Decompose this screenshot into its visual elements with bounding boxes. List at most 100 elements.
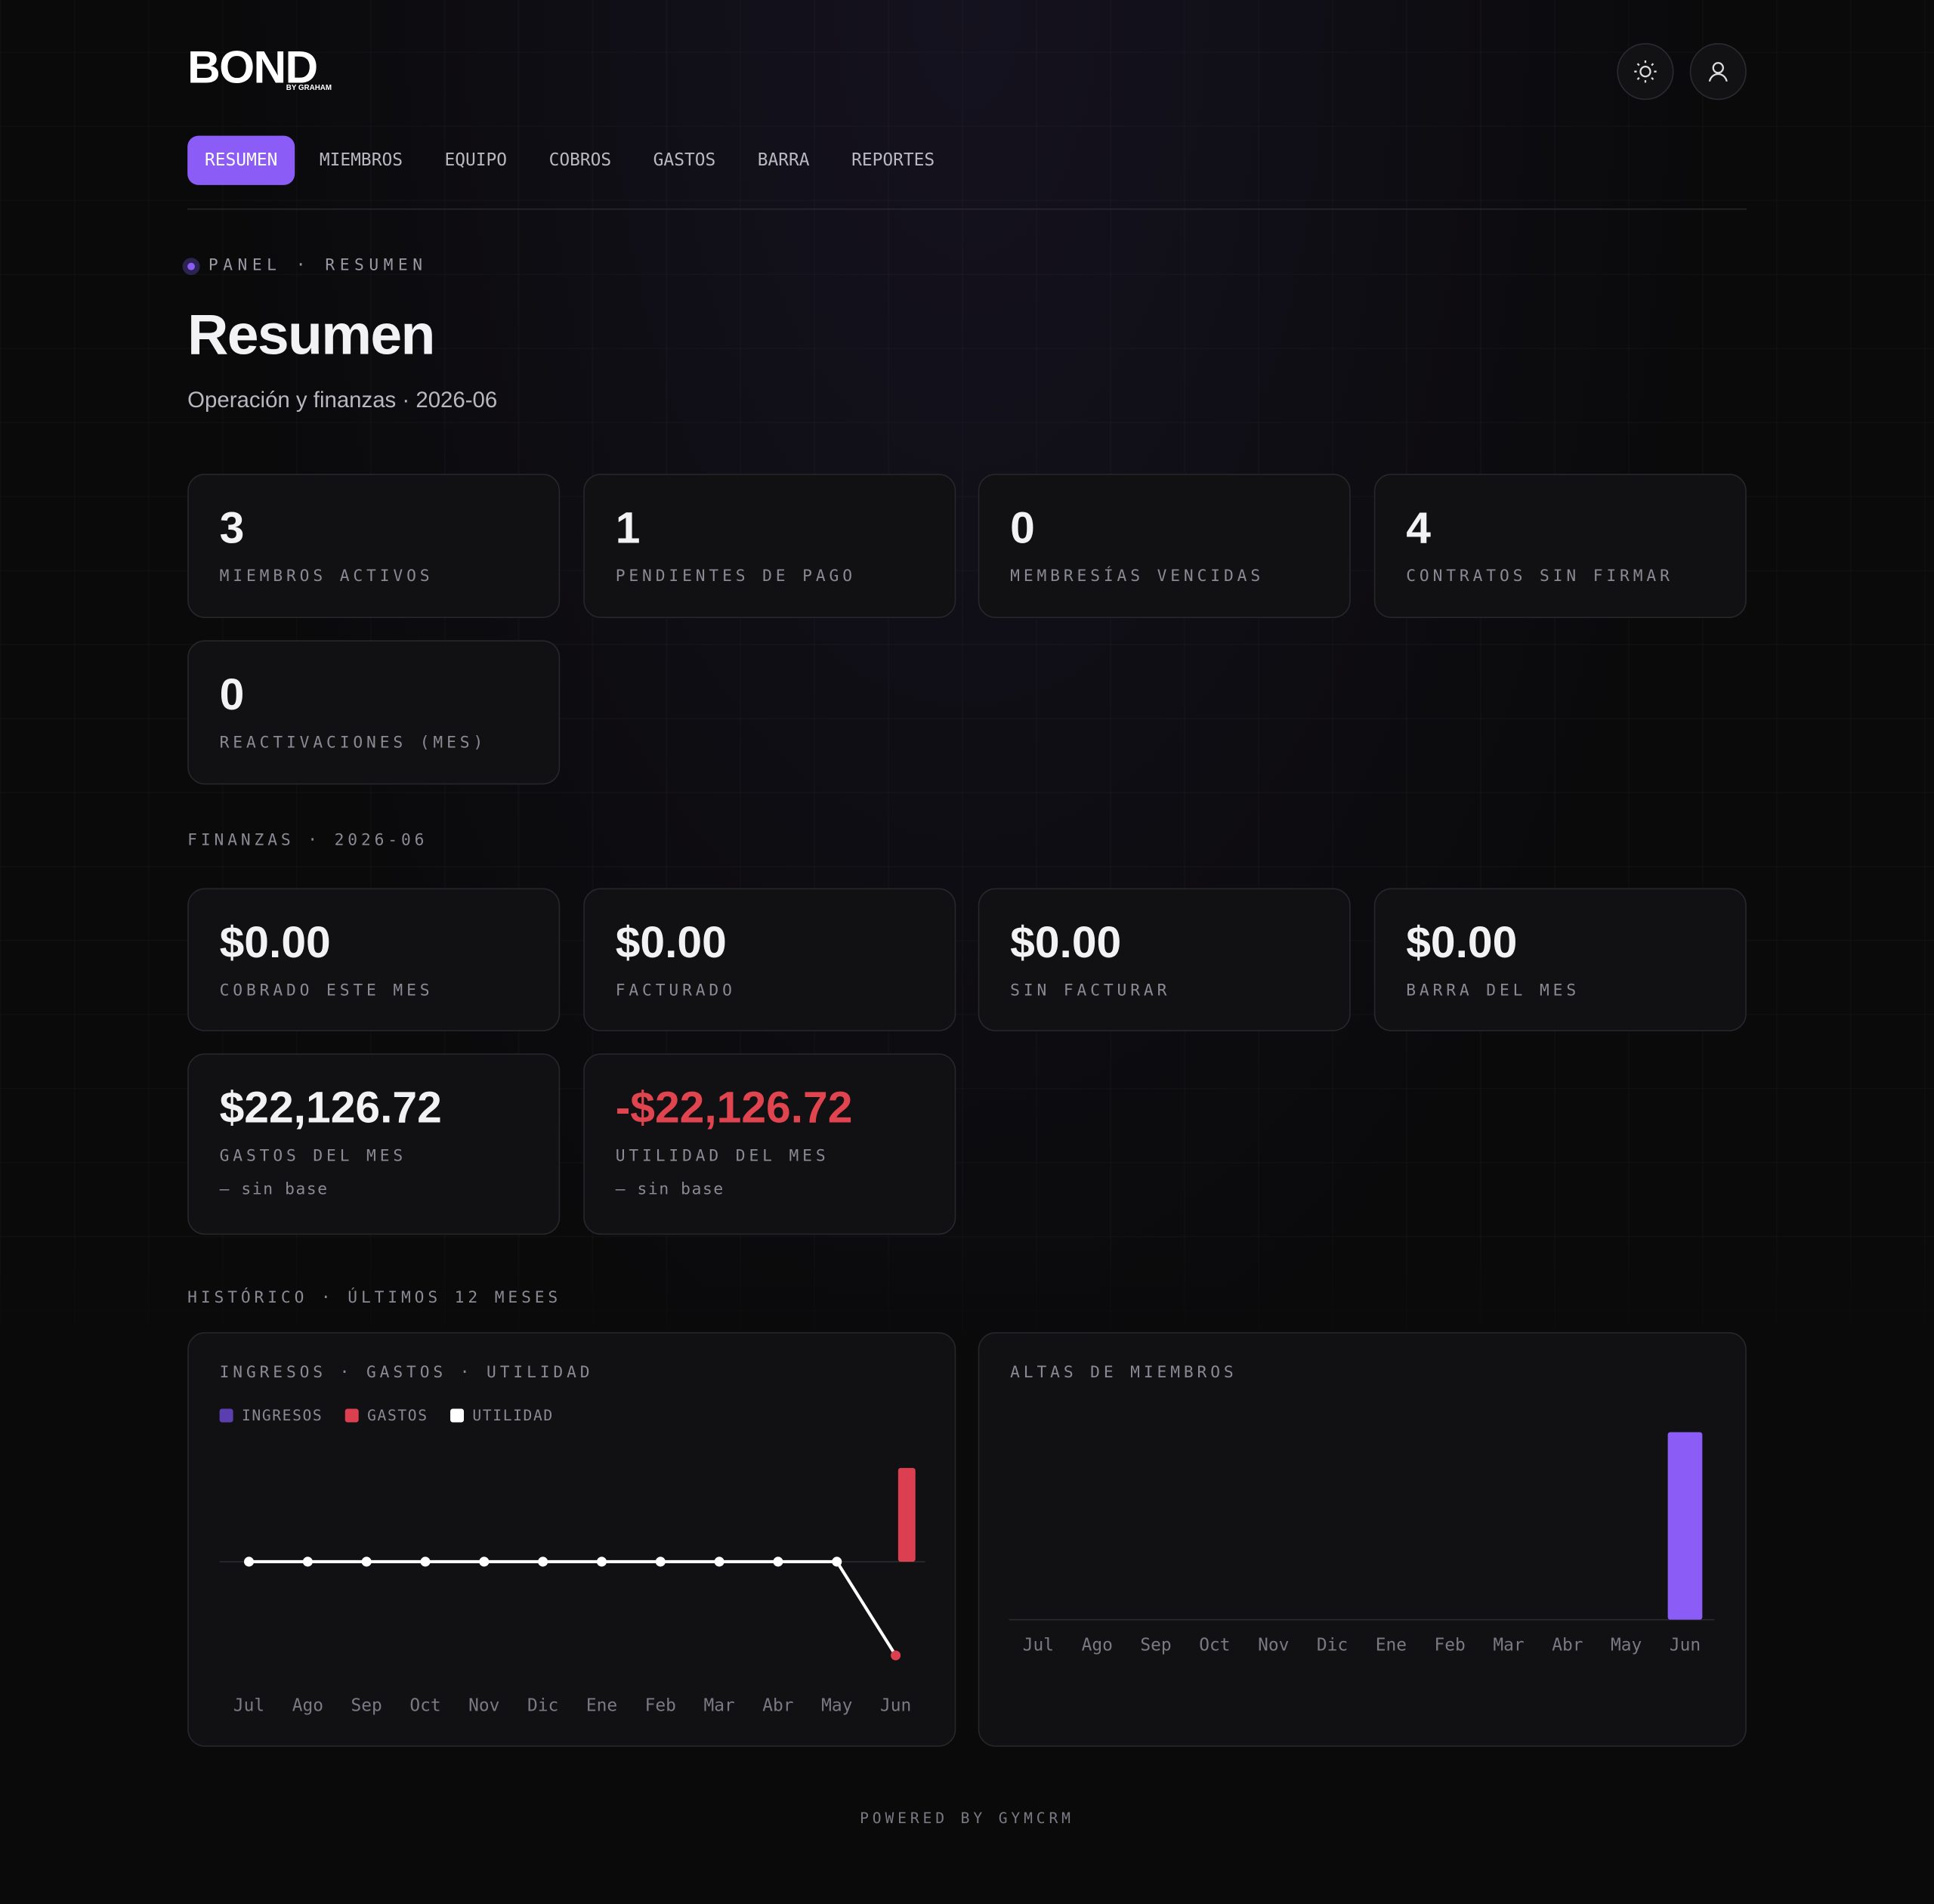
theme-button[interactable] [1617, 43, 1674, 100]
stat-card: 3 MIEMBROS ACTIVOS [187, 473, 561, 618]
legend-label: GASTOS [367, 1407, 428, 1424]
finance-label: SIN FACTURAR [1010, 981, 1171, 1001]
line-point [302, 1556, 313, 1567]
stat-value: 4 [1406, 502, 1431, 553]
finance-card: $0.00 COBRADO ESTE MES [187, 888, 561, 1031]
x-tick-label: Oct [1199, 1635, 1230, 1655]
x-tick-label: Nov [468, 1695, 499, 1715]
stat-card: 1 PENDIENTES DE PAGO [583, 473, 956, 618]
x-tick-label: May [821, 1695, 852, 1715]
line-point [714, 1556, 724, 1567]
breadcrumb: PANEL · RESUMEN [208, 256, 428, 276]
legend-swatch [344, 1408, 359, 1423]
finance-label: COBRADO ESTE MES [219, 981, 434, 1001]
nav-tab[interactable]: BARRA [757, 150, 810, 171]
chart-card: INGRESOS · GASTOS · UTILIDAD Jul Ago Sep Oct… [187, 1332, 956, 1747]
chart: INGRESOS · GASTOS · UTILIDAD Jul Ago Sep Oct… [219, 1363, 925, 1715]
x-tick-label: Dic [527, 1695, 558, 1715]
finance-label: FACTURADO [615, 981, 736, 1001]
finance-card: $0.00 BARRA DEL MES [1373, 888, 1747, 1031]
stat-card: 0 MEMBRESÍAS VENCIDAS [978, 473, 1351, 618]
line-point [361, 1556, 372, 1567]
x-tick-label: Sep [351, 1695, 382, 1715]
nav: RESUMEN MIEMBROS EQUIPO COBROS GASTOS BARRA RE… [187, 135, 952, 185]
section-heading: HISTÓRICO · ÚLTIMOS 12 MESES [187, 1289, 562, 1308]
x-tick-label: Oct [409, 1695, 440, 1715]
legend-swatch [219, 1408, 233, 1423]
legend-swatch [450, 1408, 465, 1423]
x-tick-label: Abr [762, 1695, 793, 1715]
x-tick-label: Ago [1082, 1635, 1113, 1655]
finance-label: BARRA DEL MES [1406, 981, 1580, 1001]
finance-value: -$22,126.72 [615, 1081, 853, 1133]
finance-label: GASTOS DEL MES [219, 1147, 407, 1166]
finance-label: UTILIDAD DEL MES [615, 1147, 830, 1166]
user-icon [1708, 62, 1728, 82]
brand-tagline: BY GRAHAM [286, 85, 332, 93]
x-tick-label: Ene [1376, 1635, 1407, 1655]
x-tick-label: Jun [1670, 1635, 1701, 1655]
section-heading: FINANZAS · 2026-06 [187, 831, 428, 850]
nav-tab[interactable]: EQUIPO [444, 150, 508, 171]
x-tick-label: Jul [1023, 1635, 1054, 1655]
line-point [538, 1556, 548, 1567]
nav-tab[interactable]: REPORTES [851, 150, 935, 171]
stat-label: MIEMBROS ACTIVOS [219, 567, 434, 586]
stat-label: REACTIVACIONES (MES) [219, 734, 487, 753]
line-point [832, 1556, 842, 1567]
page-subtitle: Operación y finanzas · 2026-06 [187, 387, 498, 413]
finance-value: $0.00 [1406, 916, 1518, 967]
legend-label: INGRESOS [242, 1407, 323, 1424]
finance-value: $22,126.72 [219, 1081, 442, 1133]
user-button[interactable] [1689, 43, 1747, 100]
x-tick-label: Jun [880, 1695, 911, 1715]
nav-tab[interactable]: COBROS [548, 150, 612, 171]
x-tick-label: Ago [292, 1695, 323, 1715]
finance-card: -$22,126.72 UTILIDAD DEL MES — sin base [583, 1053, 956, 1235]
brand-name[interactable]: BOND [187, 42, 318, 93]
x-tick-label: Nov [1258, 1635, 1289, 1655]
finance-note: — sin base [219, 1180, 329, 1199]
nav-tab[interactable]: GASTOS [653, 150, 716, 171]
x-tick-label: May [1611, 1635, 1642, 1655]
line [249, 1559, 897, 1657]
divider [187, 208, 1747, 210]
line-point [420, 1556, 431, 1567]
x-tick-label: Feb [1435, 1635, 1466, 1655]
page-title: Resumen [187, 301, 435, 366]
x-tick-label: Mar [703, 1695, 734, 1715]
chart: ALTAS DE MIEMBROS Jul Ago Sep Oct Nov Dic Ene Fe… [1009, 1363, 1715, 1655]
legend-label: UTILIDAD [472, 1407, 553, 1424]
x-tick-label: Abr [1552, 1635, 1583, 1655]
line-point [479, 1556, 490, 1567]
finance-value: $0.00 [615, 916, 727, 967]
nav-tab[interactable]: MIEMBROS [319, 150, 403, 171]
sun-icon [1634, 60, 1657, 83]
stat-label: MEMBRESÍAS VENCIDAS [1010, 567, 1265, 586]
line-point [655, 1556, 666, 1567]
status-dot [182, 258, 200, 276]
line-point [243, 1556, 255, 1567]
bar [897, 1467, 916, 1562]
x-tick-label: Jul [233, 1695, 264, 1715]
x-tick-label: Mar [1493, 1635, 1524, 1655]
x-tick-label: Sep [1140, 1635, 1171, 1655]
stat-card: 0 REACTIVACIONES (MES) [187, 640, 561, 785]
stat-label: PENDIENTES DE PAGO [615, 567, 856, 586]
stat-value: 0 [1010, 502, 1035, 553]
stat-value: 3 [219, 502, 245, 553]
stat-label: CONTRATOS SIN FIRMAR [1406, 567, 1673, 586]
finance-note: — sin base [615, 1180, 724, 1199]
finance-card: $0.00 SIN FACTURAR [978, 888, 1351, 1031]
finance-value: $0.00 [219, 916, 331, 967]
stat-value: 0 [219, 668, 245, 719]
chart-card: ALTAS DE MIEMBROS Jul Ago Sep Oct Nov Dic Ene Fe… [978, 1332, 1747, 1747]
x-tick-label: Feb [645, 1695, 676, 1715]
x-tick-label: Ene [586, 1695, 617, 1715]
chart-title: ALTAS DE MIEMBROS [1010, 1363, 1237, 1382]
nav-tab[interactable]: RESUMEN [187, 135, 295, 185]
footer: POWERED BY GYMCRM [860, 1810, 1074, 1827]
stat-card: 4 CONTRATOS SIN FIRMAR [1373, 473, 1747, 618]
stat-value: 1 [615, 502, 641, 553]
